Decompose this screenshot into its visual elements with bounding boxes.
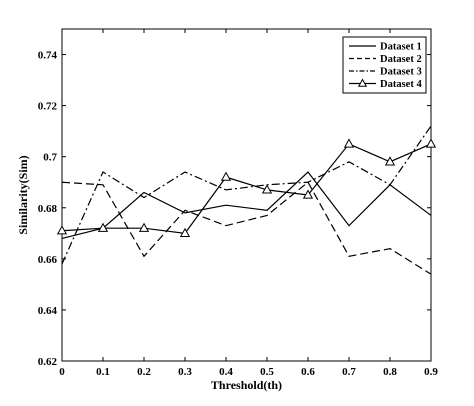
x-tick-label: 0.4 bbox=[219, 366, 233, 378]
x-axis-label: Threshold(th) bbox=[211, 378, 282, 392]
y-tick-label: 0.74 bbox=[38, 50, 58, 62]
series-line-3 bbox=[62, 126, 431, 264]
y-tick-label: 0.66 bbox=[38, 254, 58, 266]
legend-entry: Dataset 2 bbox=[380, 54, 422, 65]
x-tick-label: 0.9 bbox=[424, 366, 438, 378]
y-tick-label: 0.7 bbox=[43, 152, 57, 164]
y-tick-label: 0.64 bbox=[38, 305, 58, 317]
x-tick-label: 0 bbox=[59, 366, 65, 378]
x-tick-label: 0.3 bbox=[178, 366, 192, 378]
legend-entry: Dataset 1 bbox=[380, 42, 422, 53]
y-tick-label: 0.62 bbox=[38, 356, 58, 368]
x-tick-label: 0.5 bbox=[260, 366, 274, 378]
series-point bbox=[222, 173, 231, 181]
legend-entry: Dataset 3 bbox=[380, 67, 422, 78]
x-tick-label: 0.1 bbox=[96, 366, 110, 378]
series-point bbox=[140, 224, 149, 232]
x-tick-label: 0.7 bbox=[342, 366, 356, 378]
legend-entry: Dataset 4 bbox=[380, 79, 422, 90]
y-tick-label: 0.68 bbox=[38, 203, 58, 215]
y-tick-label: 0.72 bbox=[38, 101, 58, 113]
x-tick-label: 0.6 bbox=[301, 366, 315, 378]
y-axis: 0.62 0.64 0.66 0.68 0.7 0.72 0.74 bbox=[38, 50, 431, 368]
y-axis-label: Similarity(Sim) bbox=[16, 155, 30, 234]
series-layer bbox=[58, 126, 436, 274]
series-point bbox=[427, 139, 436, 147]
series-line-4 bbox=[62, 144, 431, 233]
series-point bbox=[345, 139, 354, 147]
series-3 bbox=[62, 126, 431, 264]
x-tick-label: 0.8 bbox=[383, 366, 397, 378]
x-tick-label: 0.2 bbox=[137, 366, 151, 378]
